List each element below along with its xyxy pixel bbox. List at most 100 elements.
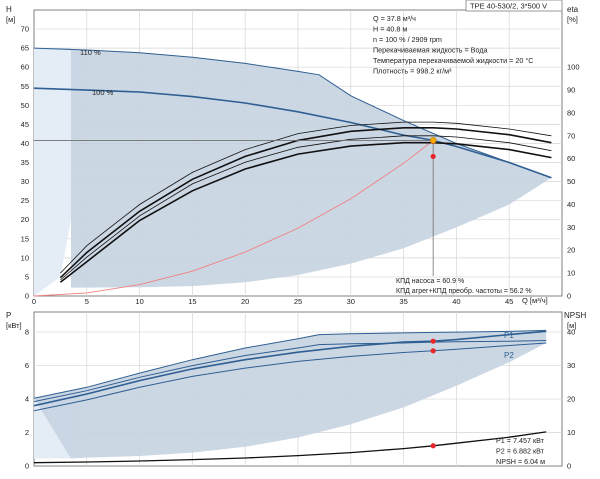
head-efficiency-chart: 0 5 10 15 20 25 30 35 40 45 0 5 10 15 20 25 30 35 40 45 50 55… <box>6 0 580 306</box>
top-y2-tick-label: 30 <box>567 223 575 232</box>
top-y-tick-label: 0 <box>25 292 29 301</box>
top-x-tick-label: 0 <box>32 297 36 306</box>
top-y-tick-label: 5 <box>25 272 29 281</box>
power-point-marks <box>430 338 436 449</box>
npsh-value-label: NPSH = 6.04 м <box>496 457 545 466</box>
info-line-temperature: Температура перекачиваемой жидкости = 20… <box>373 56 533 65</box>
curve-label-100: 100 % <box>92 88 114 97</box>
h-axis-unit: [м] <box>6 15 15 24</box>
top-y-tick-label: 35 <box>21 158 29 167</box>
q-axis-label: Q [м³/ч] <box>522 296 548 305</box>
top-y-tick-label: 10 <box>21 253 29 262</box>
top-x-tick-label: 35 <box>399 297 407 306</box>
bottom-y2-tick-label: 30 <box>567 361 575 370</box>
top-y2-tick-label: 0 <box>567 292 571 301</box>
p-axis-title: P <box>6 311 11 320</box>
efficiency-curve <box>59 141 552 283</box>
top-x-tick-label: 40 <box>452 297 460 306</box>
low-flow-region <box>34 48 82 296</box>
bottom-y-tick-label: 4 <box>25 395 29 404</box>
top-y2-tick-label: 90 <box>567 86 575 95</box>
operating-range-fill <box>34 48 552 288</box>
bottom-tick-labels: 0 2 4 6 8 0 10 20 30 40 <box>25 328 576 471</box>
bottom-y-tick-label: 6 <box>25 361 29 370</box>
efficiency-curve <box>59 127 552 279</box>
top-tick-labels: 0 5 10 15 20 25 30 35 40 45 0 5 10 15 20 25 30 35 40 45 50 55… <box>21 25 580 306</box>
power-range-band <box>34 330 547 459</box>
top-y2-tick-label: 70 <box>567 131 575 140</box>
bottom-y-tick-label: 2 <box>25 428 29 437</box>
head-curves <box>33 47 552 297</box>
pump-model-label: TPE 40-530/2, 3*500 V <box>470 2 547 11</box>
p2-curve-tag: P2 <box>504 351 514 360</box>
efficiency-curve <box>60 135 552 281</box>
bottom-y-tick-label: 8 <box>25 328 29 337</box>
eta-axis-unit: [%] <box>567 15 578 24</box>
top-y-tick-label: 70 <box>21 25 29 34</box>
top-x-tick-label: 5 <box>85 297 89 306</box>
power-npsh-chart: 0 2 4 6 8 0 10 20 30 40 P [кВт] NPSH [м] P1 P2 P1… <box>6 311 586 471</box>
top-y2-tick-label: 20 <box>567 246 575 255</box>
bottom-y2-tick-label: 40 <box>567 328 575 337</box>
operating-range-band <box>34 48 552 296</box>
bottom-y-tick-label: 0 <box>25 462 29 471</box>
info-line-density: Плотность = 998.2 кг/м³ <box>373 67 452 76</box>
top-y2-tick-label: 80 <box>567 108 575 117</box>
npsh-axis-title: NPSH <box>564 311 586 320</box>
power-point-marker <box>430 338 436 344</box>
pump-efficiency-label: КПД насоса = 60.9 % <box>396 278 464 285</box>
top-y-tick-label: 15 <box>21 234 29 243</box>
p-axis-unit: [кВт] <box>6 321 22 330</box>
top-y2-tick-label: 100 <box>567 63 580 72</box>
info-line-flow: Q = 37.8 м³/ч <box>373 14 416 23</box>
p2-value-label: P2 = 6.882 кВт <box>496 447 545 456</box>
bottom-y2-tick-label: 0 <box>567 462 571 471</box>
npsh-axis-unit: [м] <box>567 321 576 330</box>
power-curve <box>33 342 547 412</box>
top-y2-tick-label: 40 <box>567 200 575 209</box>
npsh-curve <box>33 431 547 464</box>
efficiency-curves <box>59 121 552 283</box>
top-x-tick-label: 10 <box>135 297 143 306</box>
info-line-head: H = 40.8 м <box>373 25 407 34</box>
top-y-tick-label: 40 <box>21 139 29 148</box>
total-efficiency-label: КПД агрег+КПД преобр. частоты = 56.2 % <box>396 287 532 295</box>
top-y-tick-label: 25 <box>21 196 29 205</box>
info-line-liquid: Перекачиваемая жидкость = Вода <box>373 46 488 55</box>
head-curve-100 <box>33 87 552 179</box>
top-y2-tick-label: 10 <box>567 269 575 278</box>
duty-point-marks <box>34 137 437 276</box>
top-y-tick-label: 60 <box>21 63 29 72</box>
duty-point-marker <box>429 137 437 144</box>
top-y-tick-label: 55 <box>21 82 29 91</box>
npsh-point-marker <box>430 443 436 449</box>
top-x-tick-label: 25 <box>294 297 302 306</box>
power-point-marker <box>430 348 436 354</box>
bottom-y2-tick-label: 10 <box>567 428 575 437</box>
p1-curve-tag: P1 <box>504 331 514 340</box>
top-y2-tick-label: 60 <box>567 154 575 163</box>
power-curve <box>33 330 547 407</box>
info-line-speed: n = 100 % / 2909 rpm <box>373 35 442 44</box>
system-curve <box>33 140 434 297</box>
power-curves <box>33 329 547 464</box>
top-x-tick-label: 45 <box>505 297 513 306</box>
h-axis-title: H <box>6 5 12 14</box>
operating-info-block: Q = 37.8 м³/ч H = 40.8 м n = 100 % / 290… <box>373 14 533 76</box>
efficiency-curve <box>60 121 552 274</box>
power-curve-p2 <box>33 340 547 403</box>
power-range-fill <box>34 330 547 459</box>
top-y-tick-label: 30 <box>21 177 29 186</box>
top-x-tick-label: 20 <box>241 297 249 306</box>
top-x-tick-label: 30 <box>347 297 355 306</box>
top-y-tick-label: 50 <box>21 101 29 110</box>
top-x-tick-label: 15 <box>188 297 196 306</box>
head-curve-110 <box>33 47 552 179</box>
p1-value-label: P1 = 7.457 кВт <box>496 436 545 445</box>
eta-axis-title: eta <box>567 5 579 14</box>
power-curve-p1 <box>33 329 547 399</box>
top-y2-tick-label: 50 <box>567 177 575 186</box>
bottom-y2-tick-label: 20 <box>567 395 575 404</box>
